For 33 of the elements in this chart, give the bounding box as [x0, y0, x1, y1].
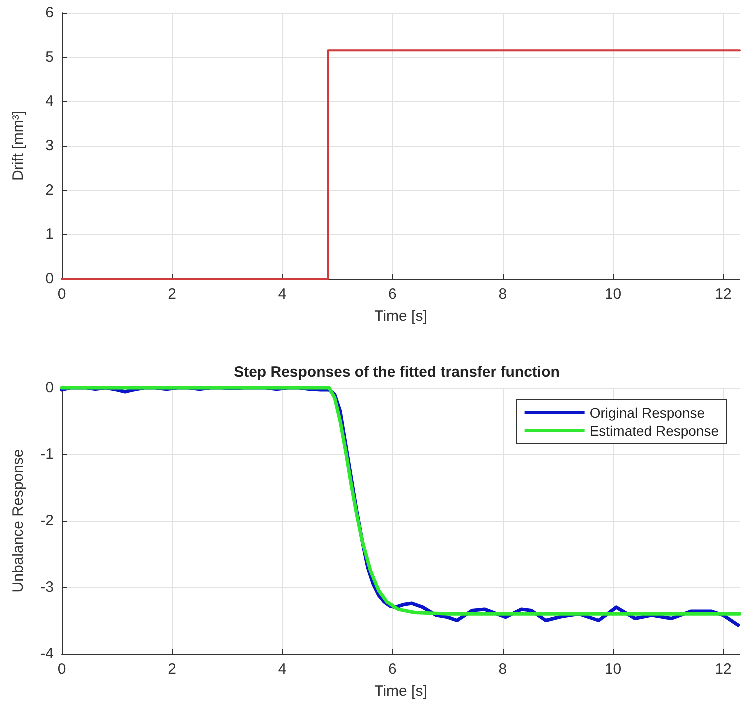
x-tick-label: 10: [604, 661, 622, 678]
x-tick-label: 4: [278, 661, 287, 678]
x-tick-label: 6: [388, 286, 397, 303]
y-tick-label: 6: [46, 4, 54, 22]
x-tick-label: 4: [278, 286, 287, 303]
x-axis-title: Time [s]: [374, 683, 428, 700]
x-tick-label: 0: [58, 661, 66, 678]
y-tick-label: -4: [40, 646, 54, 662]
x-tick-label: 12: [715, 286, 732, 303]
y-tick-label: 0: [46, 270, 54, 288]
y-axis-title: Drift [mm³]: [10, 111, 27, 181]
x-axis-title: Time [s]: [374, 308, 428, 325]
y-tick-label: 0: [46, 380, 54, 396]
x-tick-label: 2: [168, 661, 176, 678]
y-tick-label: 4: [46, 93, 54, 110]
x-tick-label: 8: [498, 286, 508, 303]
chart-title: Step Responses of the fitted transfer function: [234, 364, 560, 381]
x-tick-label: 2: [168, 286, 176, 303]
y-tick-label: 1: [46, 226, 54, 244]
legend-label: Original Response: [590, 405, 706, 421]
y-tick-label: 5: [46, 48, 54, 66]
y-tick-label: -3: [40, 579, 54, 596]
legend-label: Estimated Response: [590, 423, 720, 439]
y-tick-label: -1: [40, 446, 54, 463]
y-axis-title: Unbalance Response: [10, 449, 27, 593]
y-tick-label: -2: [40, 512, 54, 530]
x-tick-label: 0: [58, 286, 66, 303]
x-tick-label: 6: [388, 661, 397, 678]
y-tick-label: 3: [46, 138, 54, 154]
y-tick-label: 2: [46, 182, 54, 199]
x-tick-label: 8: [498, 661, 508, 678]
x-tick-label: 10: [604, 286, 622, 303]
x-tick-label: 12: [715, 661, 732, 678]
